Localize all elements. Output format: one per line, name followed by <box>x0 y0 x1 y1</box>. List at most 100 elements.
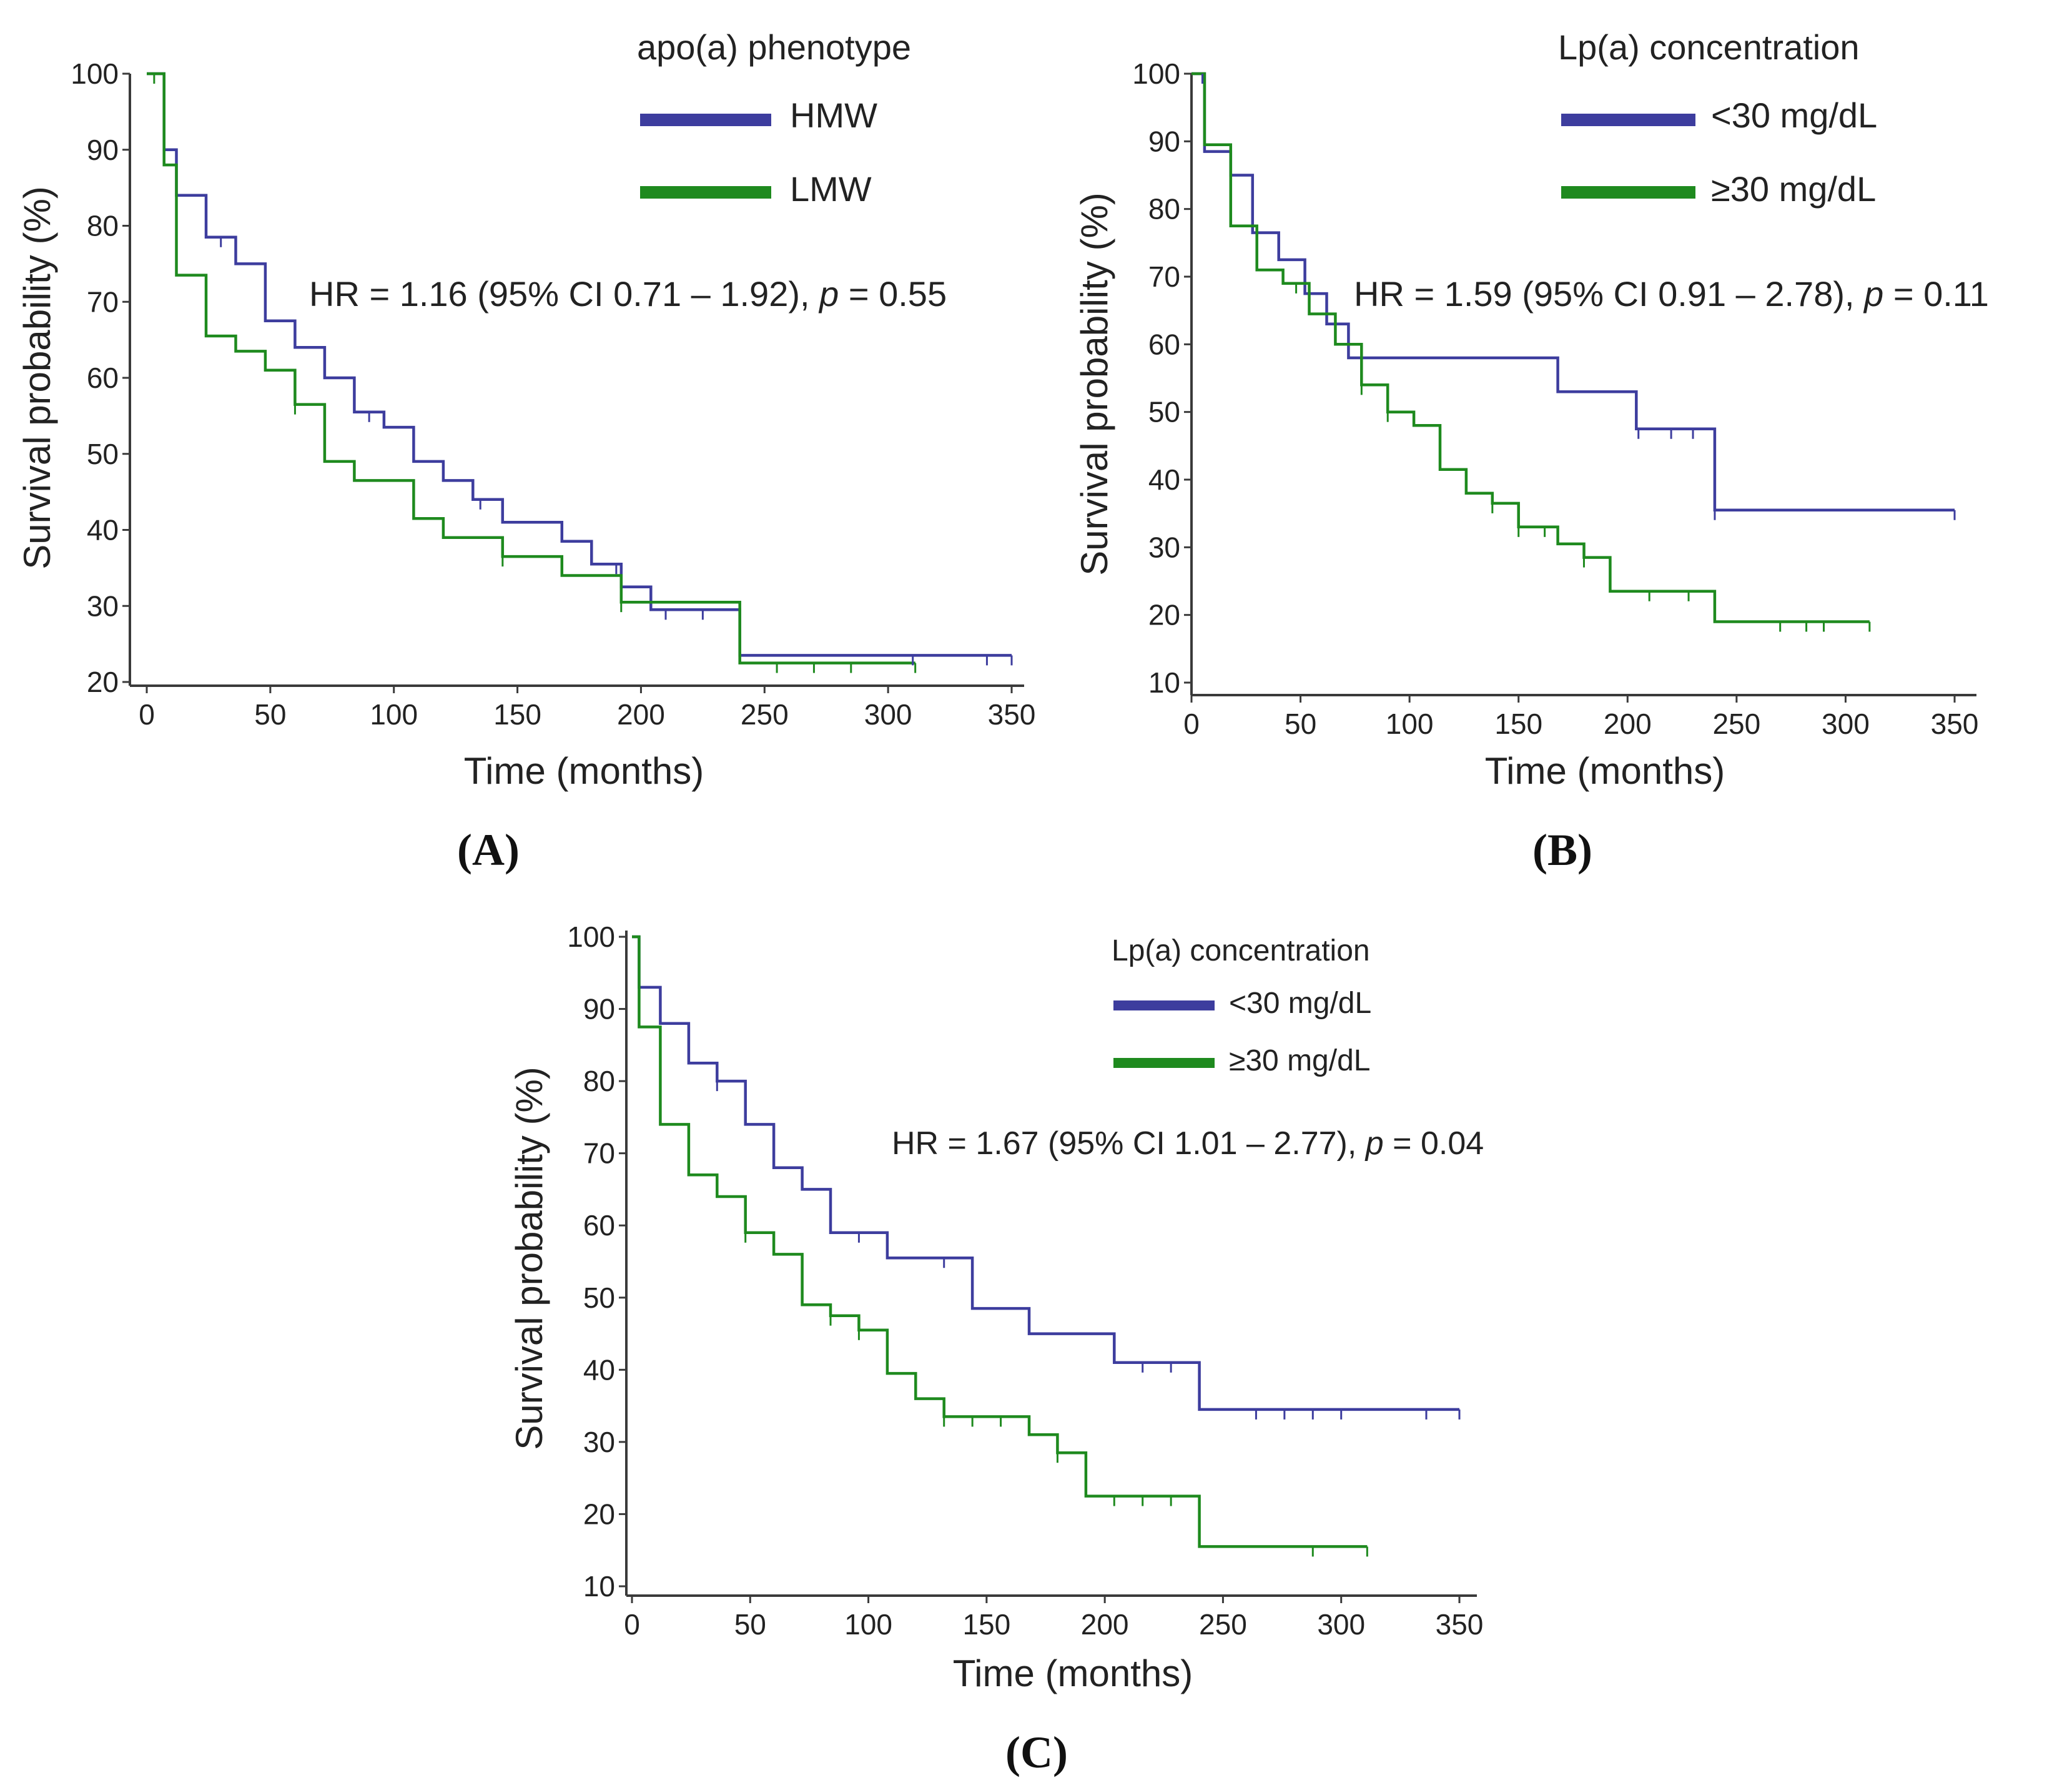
x-tick-label: 100 <box>1386 708 1434 740</box>
censor-marks <box>1201 74 1956 632</box>
y-tick-label: 10 <box>1148 666 1180 699</box>
p-value: = 0.11 <box>1883 274 1989 314</box>
survival-curves <box>147 72 1012 664</box>
p-symbol: p <box>1364 1125 1384 1162</box>
x-tick-label: 100 <box>844 1608 892 1641</box>
y-tick-label: 70 <box>1148 260 1180 293</box>
hr-main: HR = 1.67 (95% CI 1.01 – 2.77), <box>892 1125 1356 1162</box>
x-tick-label: 50 <box>254 698 286 731</box>
y-tick-label: 100 <box>567 921 615 953</box>
survival-curves <box>1191 72 1955 623</box>
y-tick-label: 50 <box>1148 396 1180 428</box>
y-tick-label: 60 <box>1148 328 1180 360</box>
x-tick-label: 200 <box>1604 708 1652 740</box>
x-axis-title: Time (months) <box>464 750 704 792</box>
y-tick-label: 30 <box>1148 531 1180 563</box>
x-axis-title: Time (months) <box>953 1652 1193 1694</box>
y-tick-label: 20 <box>87 666 119 698</box>
y-tick-label: 30 <box>583 1426 615 1458</box>
censor-marks <box>153 74 1013 673</box>
y-tick-label: 90 <box>1148 125 1180 157</box>
hr-main: HR = 1.59 (95% CI 0.91 – 2.78), <box>1354 274 1855 314</box>
x-tick-label: 0 <box>1183 708 1200 740</box>
panel-a: 20 30 40 50 60 70 80 90 100 0 50 100 150 200 250 300 35… <box>16 27 1035 875</box>
x-ticks: 0 50 100 150 200 250 300 350 <box>624 1596 1483 1641</box>
y-tick-label: 70 <box>583 1137 615 1170</box>
x-tick-label: 150 <box>962 1608 1010 1641</box>
panel-b: 10 20 30 40 50 60 70 80 90 100 0 50 100 150 200 250 300… <box>1073 27 1989 875</box>
panel-label-c: (C) <box>1005 1727 1068 1777</box>
legend-label-below-30: <30 mg/dL <box>1711 96 1877 135</box>
legend-title: Lp(a) concentration <box>1558 27 1860 67</box>
legend-label-below-30: <30 mg/dL <box>1229 987 1371 1020</box>
y-ticks: 10 20 30 40 50 60 70 80 90 100 <box>567 921 626 1603</box>
p-value: = 0.55 <box>839 274 947 314</box>
x-axis-title: Time (months) <box>1485 750 1725 792</box>
y-tick-label: 40 <box>87 514 119 546</box>
x-tick-label: 150 <box>1494 708 1542 740</box>
x-tick-label: 250 <box>1712 708 1760 740</box>
x-ticks: 0 50 100 150 200 250 300 350 <box>139 686 1035 731</box>
y-tick-label: 50 <box>87 438 119 470</box>
y-tick-label: 100 <box>71 57 119 90</box>
legend-label-lmw: LMW <box>790 169 872 209</box>
x-tick-label: 350 <box>988 698 1036 731</box>
y-axis-title: Survival probability (%) <box>508 1067 550 1450</box>
y-tick-label: 10 <box>583 1570 615 1603</box>
y-tick-label: 80 <box>1148 193 1180 225</box>
survival-curve-series-1 <box>147 72 1012 657</box>
p-symbol: p <box>1863 274 1883 314</box>
y-tick-label: 20 <box>583 1498 615 1530</box>
y-ticks: 20 30 40 50 60 70 80 90 100 <box>71 57 130 698</box>
x-tick-label: 0 <box>139 698 155 731</box>
y-tick-label: 50 <box>583 1282 615 1314</box>
y-axis-title: Survival probability (%) <box>16 186 58 570</box>
y-tick-label: 70 <box>87 285 119 318</box>
x-tick-label: 250 <box>741 698 789 731</box>
x-tick-label: 50 <box>1285 708 1316 740</box>
panel-label-a: (A) <box>457 825 520 875</box>
x-tick-label: 300 <box>1317 1608 1365 1641</box>
x-tick-label: 50 <box>734 1608 766 1641</box>
x-tick-label: 350 <box>1931 708 1979 740</box>
y-tick-label: 40 <box>1148 463 1180 496</box>
x-tick-label: 200 <box>1081 1608 1129 1641</box>
x-tick-label: 200 <box>617 698 665 731</box>
y-tick-label: 90 <box>87 134 119 166</box>
legend-title: apo(a) phenotype <box>637 27 911 67</box>
censor-marks <box>716 1081 1461 1557</box>
y-axis-title: Survival probability (%) <box>1073 192 1115 576</box>
survival-curve-series-1 <box>632 935 1459 1411</box>
legend-label-above-30: ≥30 mg/dL <box>1711 169 1876 209</box>
x-tick-label: 300 <box>864 698 912 731</box>
legend-label-hmw: HMW <box>790 96 877 135</box>
x-tick-label: 250 <box>1199 1608 1247 1641</box>
x-tick-label: 300 <box>1822 708 1870 740</box>
x-tick-label: 350 <box>1436 1608 1484 1641</box>
hazard-ratio-annotation: HR = 1.59 (95% CI 0.91 – 2.78), p = 0.11 <box>1354 274 1989 314</box>
legend-title: Lp(a) concentration <box>1112 934 1370 967</box>
y-tick-label: 40 <box>583 1353 615 1386</box>
survival-curve-series-2 <box>1191 72 1870 623</box>
legend-label-above-30: ≥30 mg/dL <box>1229 1044 1370 1077</box>
y-tick-label: 80 <box>87 210 119 242</box>
y-tick-label: 80 <box>583 1065 615 1097</box>
hazard-ratio-annotation: HR = 1.67 (95% CI 1.01 – 2.77), p = 0.04 <box>892 1125 1484 1162</box>
y-tick-label: 100 <box>1132 57 1180 90</box>
x-ticks: 0 50 100 150 200 250 300 350 <box>1183 695 1978 740</box>
hr-main: HR = 1.16 (95% CI 0.71 – 1.92), <box>309 274 810 314</box>
survival-curves <box>632 935 1459 1548</box>
p-value: = 0.04 <box>1384 1125 1484 1162</box>
survival-curve-series-2 <box>147 72 915 664</box>
hazard-ratio-annotation: HR = 1.16 (95% CI 0.71 – 1.92), p = 0.55 <box>309 274 947 314</box>
panel-c: 10 20 30 40 50 60 70 80 90 100 0 50 100 150 200 250 300… <box>508 921 1484 1777</box>
y-tick-label: 30 <box>87 590 119 622</box>
y-tick-label: 60 <box>583 1209 615 1242</box>
x-tick-label: 150 <box>493 698 541 731</box>
x-tick-label: 100 <box>370 698 418 731</box>
p-symbol: p <box>818 274 839 314</box>
y-tick-label: 20 <box>1148 599 1180 631</box>
survival-curve-series-2 <box>632 935 1368 1548</box>
x-tick-label: 0 <box>624 1608 640 1641</box>
